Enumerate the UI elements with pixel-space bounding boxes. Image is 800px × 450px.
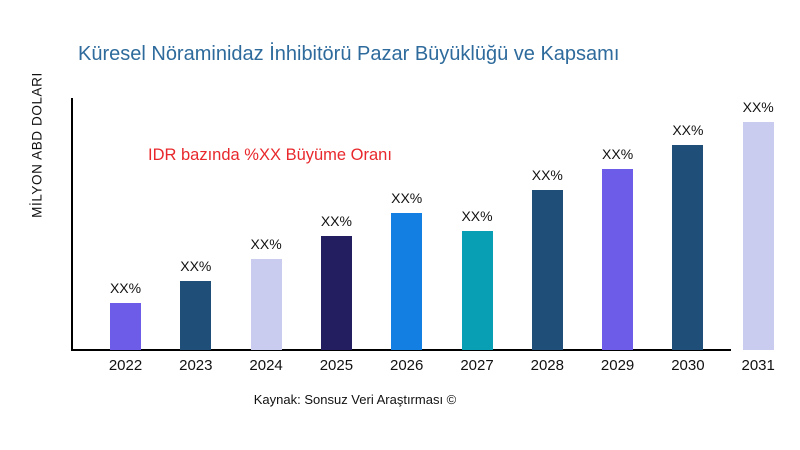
growth-rate-annotation: IDR bazında %XX Büyüme Oranı <box>148 146 392 164</box>
x-axis-line <box>71 349 731 351</box>
bar-2022 <box>110 303 141 350</box>
x-tick-label-2030: 2030 <box>671 357 705 374</box>
x-tick-label-2023: 2023 <box>179 357 213 374</box>
bar-2023 <box>180 281 212 350</box>
bar-2027 <box>461 231 493 350</box>
bar-value-label-2025: XX% <box>320 213 352 229</box>
y-axis-line <box>71 98 73 351</box>
bar-2030 <box>672 145 704 350</box>
chart-title: Küresel Nöraminidaz İnhibitörü Pazar Büy… <box>78 43 620 65</box>
x-tick-label-2027: 2027 <box>460 357 494 374</box>
bar-2026 <box>391 213 423 350</box>
bar-2029 <box>602 169 634 350</box>
x-tick-label-2022: 2022 <box>108 357 143 374</box>
bar-value-label-2022: XX% <box>109 280 142 296</box>
bar-2025 <box>320 236 352 350</box>
x-tick-label-2025: 2025 <box>319 357 354 374</box>
bar-2031 <box>742 122 774 350</box>
bar-value-label-2030: XX% <box>672 122 704 138</box>
y-axis-label: MİLYON ABD DOLARI <box>29 72 45 218</box>
bar-value-label-2029: XX% <box>602 146 634 162</box>
x-tick-label-2029: 2029 <box>600 357 635 374</box>
bar-2024 <box>250 259 282 350</box>
bar-value-label-2026: XX% <box>391 190 423 206</box>
bar-value-label-2028: XX% <box>531 167 563 183</box>
x-tick-label-2026: 2026 <box>390 357 424 374</box>
x-tick-label-2024: 2024 <box>249 357 283 374</box>
x-tick-label-2028: 2028 <box>530 357 564 374</box>
bar-2028 <box>531 190 563 350</box>
bar-value-label-2024: XX% <box>250 236 282 252</box>
source-note: Kaynak: Sonsuz Veri Araştırması © <box>253 392 457 407</box>
bar-value-label-2031: XX% <box>742 99 774 115</box>
x-tick-label-2031: 2031 <box>741 357 775 374</box>
bar-value-label-2023: XX% <box>180 258 212 274</box>
bar-value-label-2027: XX% <box>461 208 493 224</box>
